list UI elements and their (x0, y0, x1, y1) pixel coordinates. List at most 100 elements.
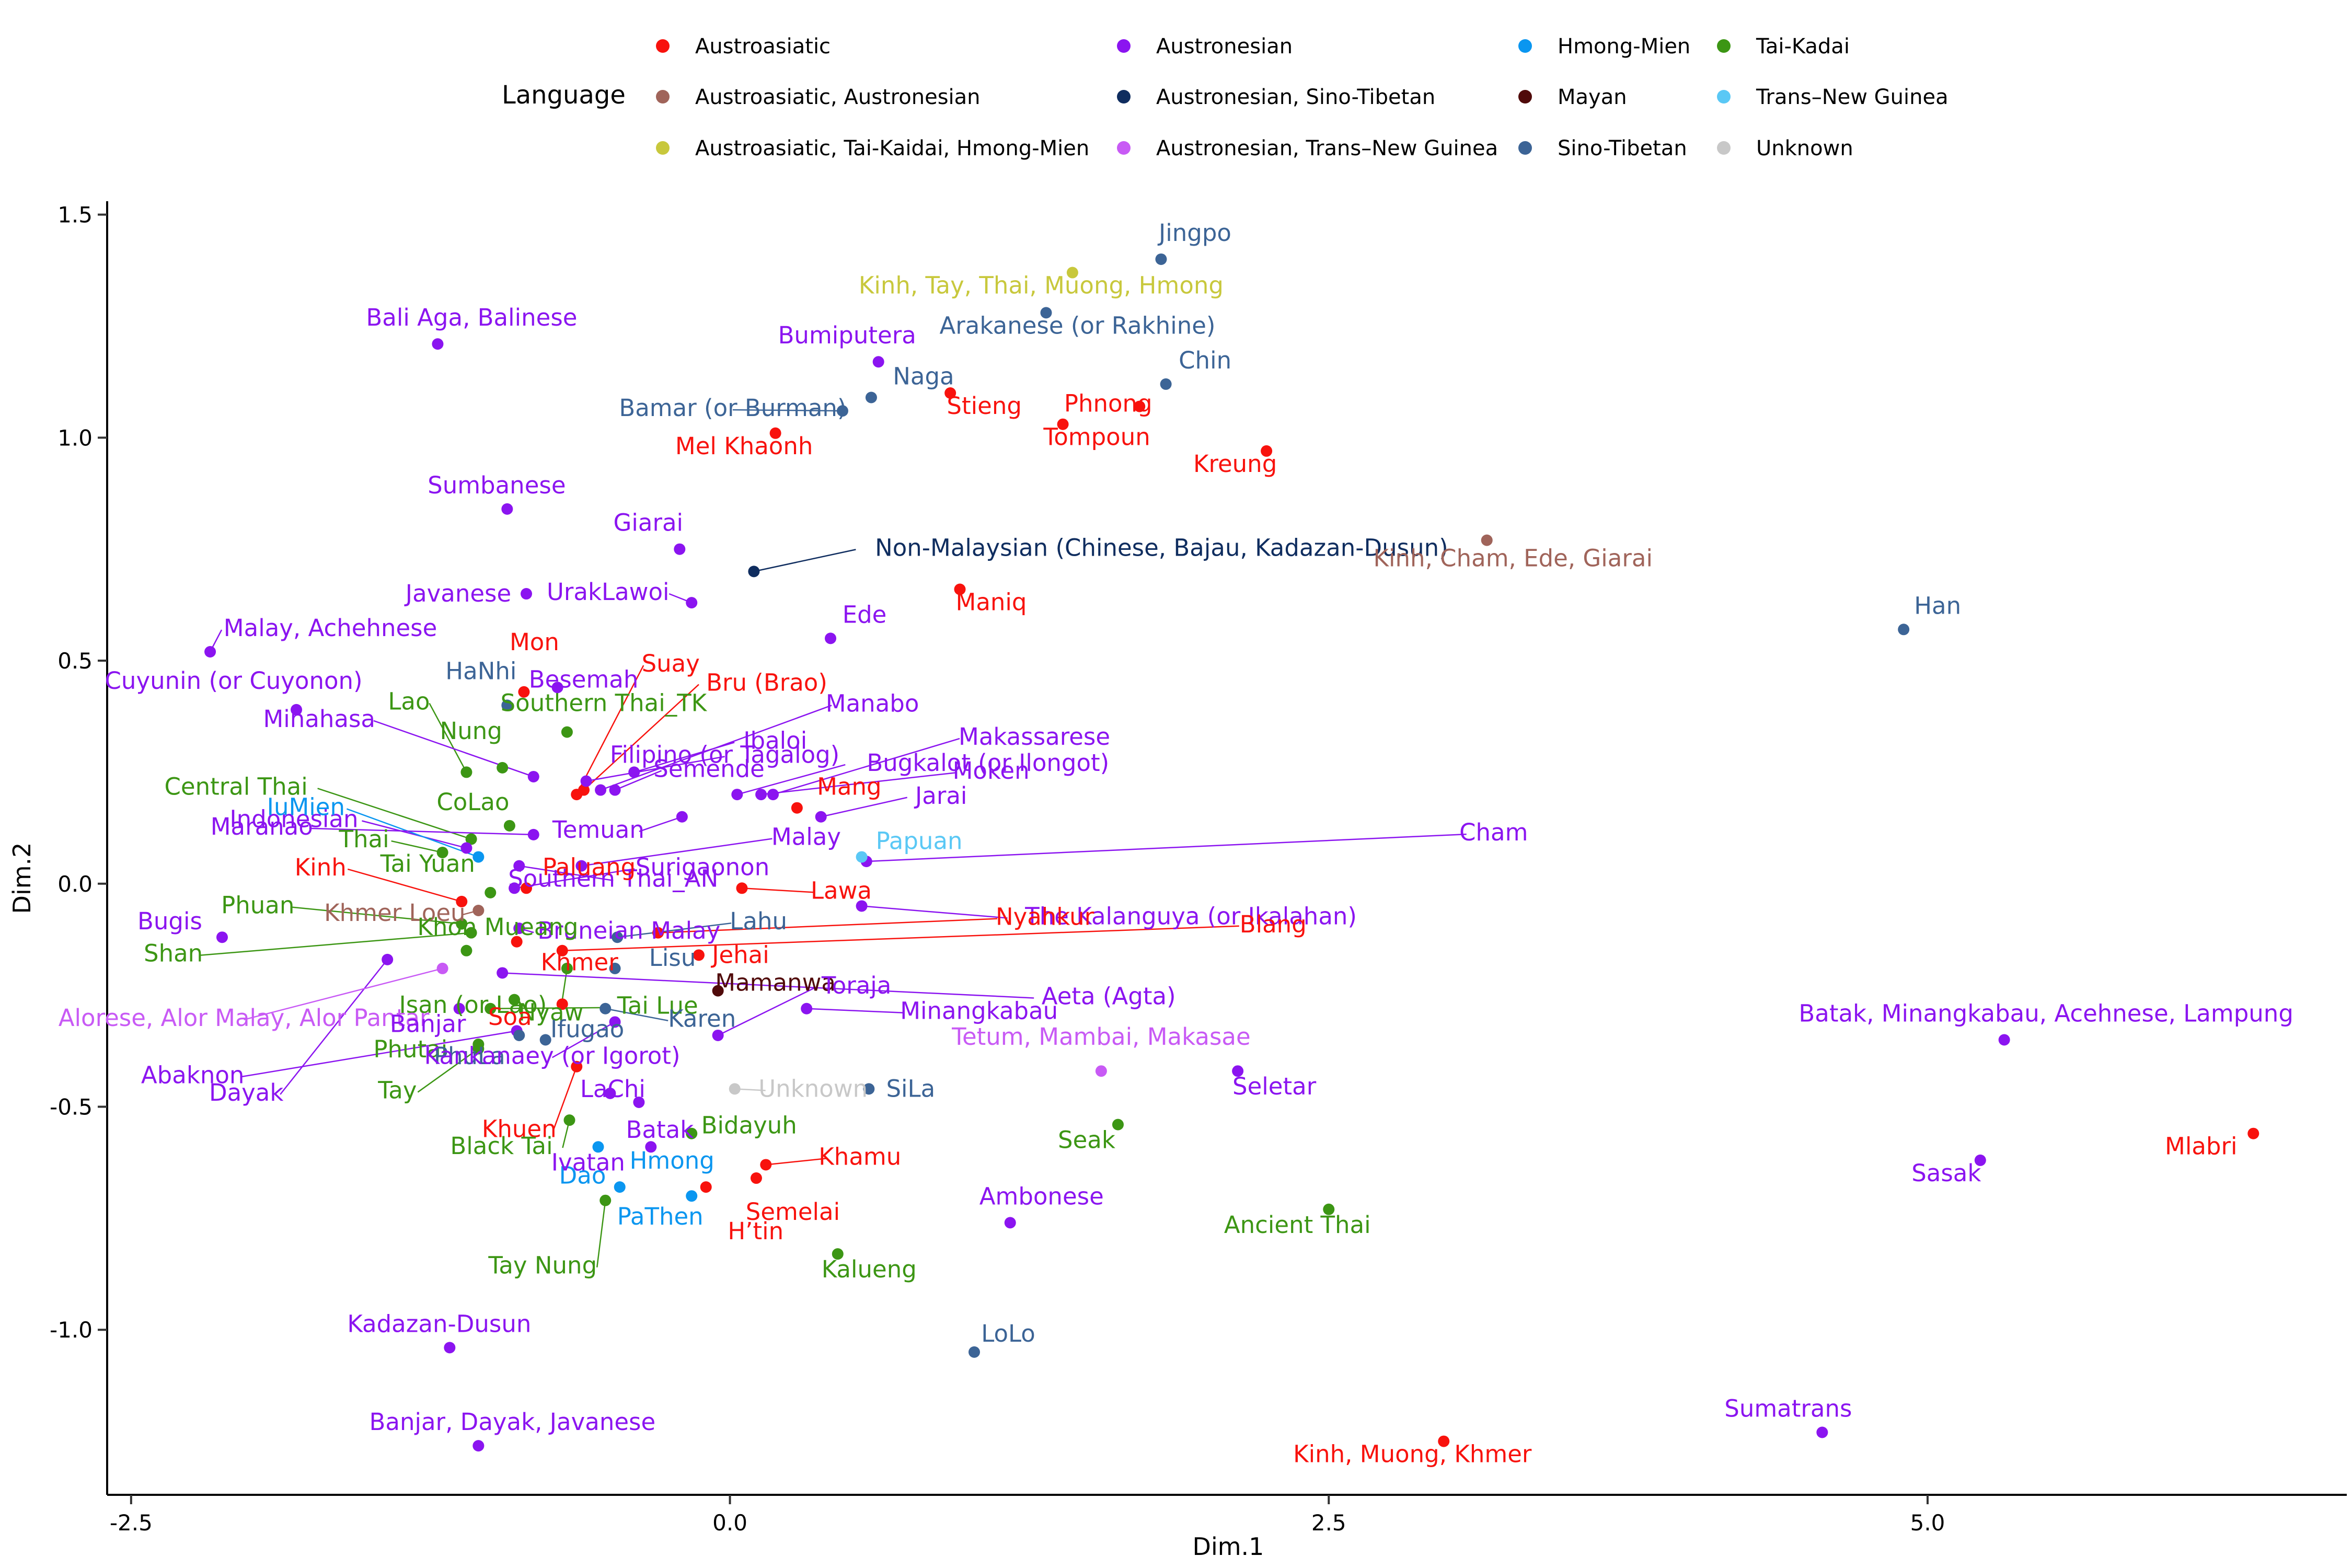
leader-line (760, 771, 958, 795)
leader-line (347, 868, 462, 903)
data-point (1134, 400, 1146, 412)
x-axis-title: Dim.1 (1193, 1532, 1264, 1561)
point-label: Makassarese (959, 723, 1110, 751)
point-label: The Kalanguya (or Ikalahan) (1024, 902, 1357, 930)
data-point (1481, 534, 1493, 546)
point-label: Hmong (630, 1147, 714, 1174)
data-point (571, 1060, 583, 1073)
data-point (1898, 624, 1910, 636)
data-point (614, 1181, 626, 1193)
data-point (527, 770, 539, 782)
data-point (693, 949, 705, 961)
y-tick-label: 0.5 (57, 648, 93, 674)
point-label: Soa (488, 1003, 532, 1031)
data-point (563, 1114, 575, 1126)
point-label: Tetum, Mambai, Makasae (951, 1023, 1251, 1051)
point-label: Javanese (404, 580, 511, 607)
point-label: Moken (953, 757, 1030, 785)
point-label: Jingpo (1157, 219, 1231, 247)
point-label: Bugkalot (or Ilongot) (867, 749, 1109, 777)
data-point (1066, 267, 1078, 279)
data-point (836, 405, 848, 417)
data-point (1160, 378, 1172, 390)
point-label: PhuLa (434, 1042, 505, 1070)
point-label: Bali Aga, Balinese (366, 304, 577, 331)
legend-label: Austronesian, Sino-Tibetan (1156, 85, 1435, 109)
data-point (628, 766, 640, 778)
leader-line (766, 1158, 826, 1166)
data-point (1323, 1203, 1335, 1215)
point-label: Tai Yuan (380, 850, 475, 878)
point-label: Han (1914, 592, 1961, 619)
leader-line (551, 1021, 616, 1058)
data-point (652, 927, 664, 939)
data-point (645, 1141, 657, 1153)
data-point (436, 962, 448, 974)
data-point (856, 900, 868, 912)
data-point (1998, 1034, 2010, 1046)
point-label: Seak (1058, 1126, 1115, 1154)
legend-label: Austronesian (1156, 34, 1293, 59)
point-label: Banjar (390, 1010, 466, 1038)
point-label: Malay (771, 823, 841, 851)
data-point (580, 775, 592, 787)
leader-line (732, 409, 843, 412)
point-label: Semelai (746, 1198, 840, 1226)
leader-line (502, 972, 1034, 999)
data-point (575, 860, 587, 872)
point-label: Semende (653, 755, 765, 783)
data-point (501, 503, 513, 515)
legend-label: Austroasiatic (695, 34, 831, 59)
legend-key (1717, 39, 1731, 53)
leader-line (596, 1200, 606, 1267)
point-label: Indonesian (229, 805, 358, 833)
point-label: Khon Mueang (417, 913, 578, 941)
leader-line (429, 702, 467, 773)
point-label: Lahu (730, 907, 787, 935)
leader-line (583, 684, 699, 791)
legend-label: Austroasiatic, Austronesian (695, 85, 981, 109)
x-tick-label: -2.5 (110, 1510, 153, 1536)
leader-line (552, 1066, 578, 1132)
point-label: Jehai (710, 941, 769, 969)
data-point (561, 726, 573, 738)
leader-line (362, 820, 467, 849)
leader-lines (200, 409, 1467, 1267)
data-point (750, 1172, 762, 1184)
data-point (769, 427, 781, 439)
data-point (472, 851, 485, 863)
leader-line (754, 549, 856, 572)
point-label: Minangkabau (900, 997, 1058, 1025)
data-point (815, 811, 827, 823)
point-label: Naga (893, 363, 954, 390)
data-point (954, 583, 966, 595)
point-label: Ifugao (550, 1015, 624, 1043)
y-axis-title: Dim.2 (8, 843, 36, 914)
data-point (521, 882, 533, 894)
data-point (204, 645, 216, 658)
data-point (497, 762, 509, 774)
x-tick-label: 5.0 (1910, 1510, 1945, 1536)
y-tick-label: -1.0 (50, 1317, 93, 1343)
point-label: Besemah (529, 665, 639, 693)
data-point (609, 962, 621, 974)
leader-line (617, 922, 732, 938)
legend-label: Mayan (1558, 85, 1627, 109)
data-point (969, 1346, 981, 1358)
point-label: Southern Thai_TK (501, 689, 708, 717)
legend-key (656, 39, 670, 53)
data-point (216, 931, 228, 943)
legend-label: Sino-Tibetan (1558, 136, 1687, 160)
data-point (382, 953, 394, 965)
axes: -2.5 0.0 2.5 5.0 -1.0 -0.5 0.0 0.5 1.0 1.5 (50, 201, 2347, 1536)
point-label: Tay Nung (488, 1252, 597, 1279)
y-tick-label: 0.0 (57, 871, 93, 897)
point-label: Seletar (1232, 1073, 1317, 1100)
data-point (456, 895, 468, 907)
point-label: Mlabri (2165, 1133, 2237, 1160)
data-point (465, 833, 477, 845)
point-label: Maranao (211, 813, 313, 840)
data-point (865, 391, 877, 403)
point-label: Jarai (914, 782, 967, 810)
point-label: Kreung (1193, 450, 1277, 478)
